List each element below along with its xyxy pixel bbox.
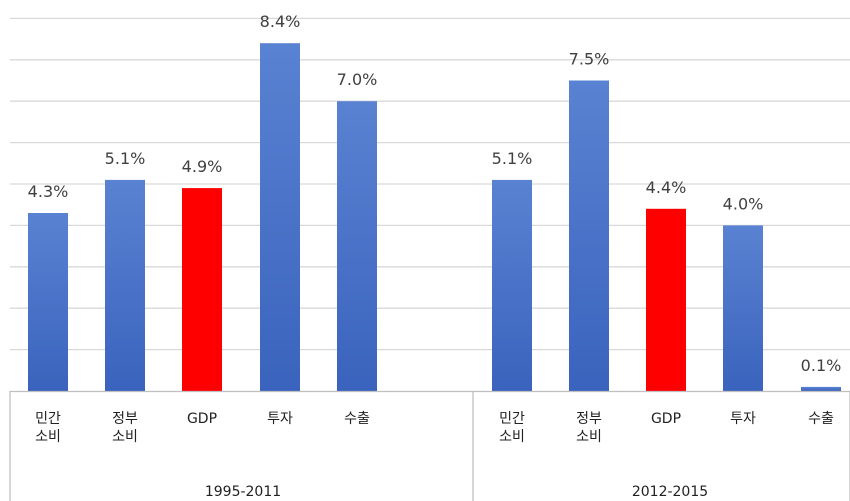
category-label: GDP [187, 411, 217, 427]
category-label: 정부 [112, 411, 138, 427]
category-label: 투자 [730, 411, 756, 427]
bar [801, 386, 841, 391]
category-label: 수출 [808, 411, 834, 427]
category-label: 투자 [267, 411, 293, 427]
bar [260, 43, 300, 391]
bar [337, 101, 377, 391]
category-label: 수출 [344, 411, 370, 427]
bar [492, 179, 532, 391]
value-label: 4.9% [182, 157, 223, 176]
bar [105, 179, 145, 391]
value-label: 4.4% [646, 178, 687, 197]
bar-gdp [182, 188, 222, 391]
value-label: 7.0% [337, 70, 378, 89]
bar [723, 225, 763, 391]
group-label: 1995-2011 [205, 484, 281, 500]
category-label: 소비 [576, 429, 602, 445]
value-labels: 4.3% 5.1% 4.9% 8.4% 7.0% 5.1% 7.5% 4.4% 4.0% 0.1% [28, 12, 842, 375]
category-label: 소비 [499, 429, 525, 445]
category-label: 소비 [112, 429, 138, 445]
category-label: 정부 [576, 411, 602, 427]
group-label: 2012-2015 [632, 484, 708, 500]
bar-gdp [646, 208, 686, 391]
value-label: 7.5% [569, 50, 610, 69]
bar [28, 213, 68, 391]
value-label: 4.0% [723, 194, 764, 213]
category-label: 소비 [35, 429, 61, 445]
bar [569, 80, 609, 391]
value-label: 4.3% [28, 182, 69, 201]
bars [28, 43, 841, 391]
value-label: 5.1% [492, 149, 533, 168]
category-label: GDP [651, 411, 681, 427]
category-label: 민간 [35, 411, 61, 427]
value-label: 0.1% [801, 356, 842, 375]
value-label: 8.4% [260, 12, 301, 31]
category-label: 민간 [499, 411, 525, 427]
gridlines [10, 17, 850, 351]
value-label: 5.1% [105, 149, 146, 168]
